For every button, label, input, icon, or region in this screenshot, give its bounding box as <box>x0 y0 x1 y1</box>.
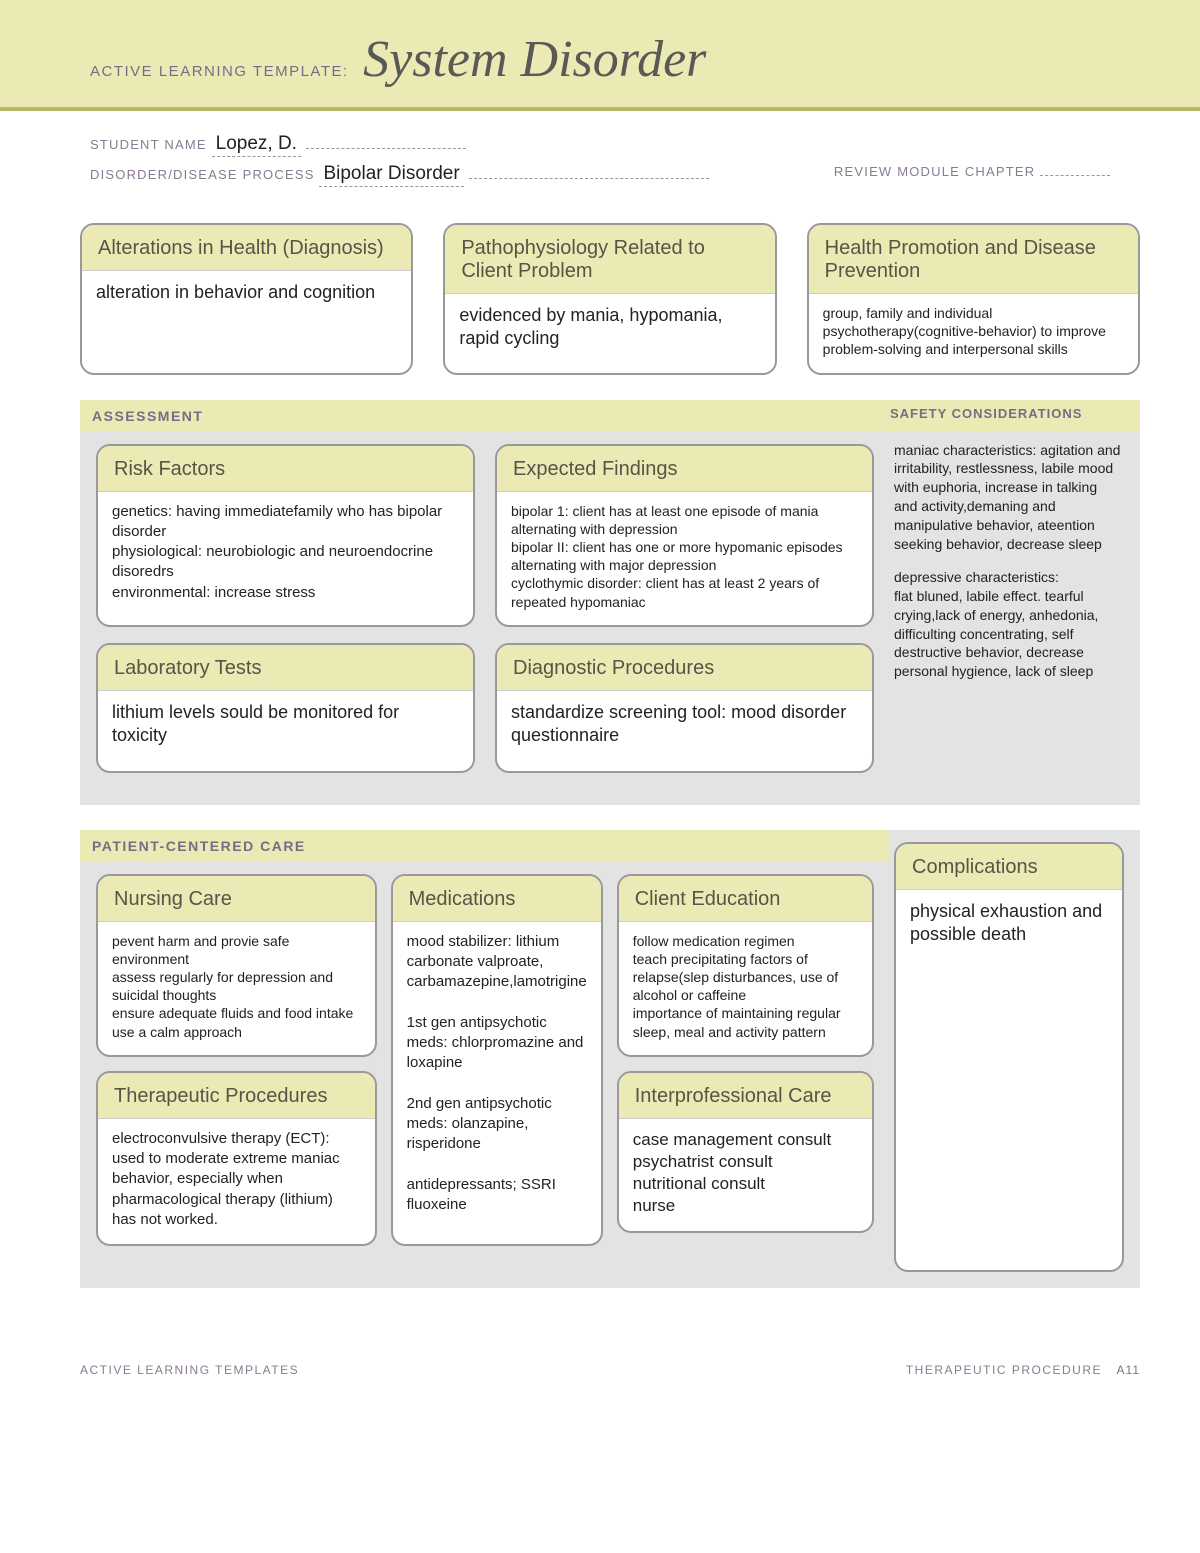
student-label: STUDENT NAME <box>90 137 207 152</box>
review-blank <box>1040 163 1110 176</box>
student-name-value: Lopez, D. <box>212 133 301 157</box>
nursing-card: Nursing Care pevent harm and provie safe… <box>96 874 377 1057</box>
pcc-col-3: Client Education follow medication regim… <box>617 874 874 1246</box>
diag-body: standardize screening tool: mood disorde… <box>497 691 872 762</box>
lab-title: Laboratory Tests <box>98 645 473 691</box>
complications-side: Complications physical exhaustion and po… <box>894 842 1124 1272</box>
assessment-section: ASSESSMENT Risk Factors genetics: having… <box>80 400 1140 805</box>
review-label: REVIEW MODULE CHAPTER <box>834 164 1035 179</box>
template-title: System Disorder <box>363 30 706 89</box>
pcc-section: PATIENT-CENTERED CARE Nursing Care peven… <box>80 830 1140 1288</box>
footer-right: THERAPEUTIC PROCEDURE A11 <box>906 1363 1140 1377</box>
pcc-col-1: Nursing Care pevent harm and provie safe… <box>96 874 377 1246</box>
disorder-label: DISORDER/DISEASE PROCESS <box>90 167 315 182</box>
expected-findings-card: Expected Findings bipolar 1: client has … <box>495 444 874 627</box>
pcc-col-2: Medications mood stabilizer: lithium car… <box>391 874 603 1246</box>
expected-title: Expected Findings <box>497 446 872 492</box>
alterations-body: alteration in behavior and cognition <box>82 271 411 318</box>
pcc-heading: PATIENT-CENTERED CARE <box>80 830 890 862</box>
interprof-card: Interprofessional Care case management c… <box>617 1071 874 1233</box>
disorder-row: DISORDER/DISEASE PROCESS Bipolar Disorde… <box>90 163 1110 185</box>
education-title: Client Education <box>619 876 872 922</box>
nursing-title: Nursing Care <box>98 876 375 922</box>
meta-section: STUDENT NAME Lopez, D. DISORDER/DISEASE … <box>0 111 1200 203</box>
risk-title: Risk Factors <box>98 446 473 492</box>
diag-title: Diagnostic Procedures <box>497 645 872 691</box>
template-prefix: ACTIVE LEARNING TEMPLATE: <box>90 63 349 80</box>
page-root: ACTIVE LEARNING TEMPLATE: System Disorde… <box>0 0 1200 1427</box>
complications-card: Complications physical exhaustion and po… <box>894 842 1124 1272</box>
safety-p1: maniac characteristics: agitation and ir… <box>894 441 1124 554</box>
health-promo-card: Health Promotion and Disease Prevention … <box>807 223 1140 375</box>
diagnostic-card: Diagnostic Procedures standardize screen… <box>495 643 874 773</box>
pcc-main: PATIENT-CENTERED CARE Nursing Care peven… <box>96 842 874 1272</box>
safety-side: SAFETY CONSIDERATIONS maniac characteris… <box>894 412 1124 789</box>
interprof-title: Interprofessional Care <box>619 1073 872 1119</box>
assessment-row-1: Risk Factors genetics: having immediatef… <box>96 444 874 627</box>
therapeutic-card: Therapeutic Procedures electroconvulsive… <box>96 1071 377 1246</box>
assessment-heading: ASSESSMENT <box>80 400 890 432</box>
alterations-card: Alterations in Health (Diagnosis) altera… <box>80 223 413 375</box>
student-blank <box>306 135 466 149</box>
page-footer: ACTIVE LEARNING TEMPLATES THERAPEUTIC PR… <box>0 1323 1200 1397</box>
patho-body: evidenced by mania, hypomania, rapid cyc… <box>445 294 774 365</box>
safety-heading: SAFETY CONSIDERATIONS <box>878 400 1140 431</box>
health-promo-body: group, family and individual psychothera… <box>809 294 1138 373</box>
patho-card: Pathophysiology Related to Client Proble… <box>443 223 776 375</box>
student-row: STUDENT NAME Lopez, D. <box>90 133 1110 155</box>
safety-p2: depressive characteristics: flat bluned,… <box>894 568 1124 681</box>
title-banner: ACTIVE LEARNING TEMPLATE: System Disorde… <box>0 0 1200 111</box>
assessment-row-2: Laboratory Tests lithium levels sould be… <box>96 643 874 773</box>
education-card: Client Education follow medication regim… <box>617 874 874 1057</box>
complications-title: Complications <box>896 844 1122 890</box>
risk-body: genetics: having immediatefamily who has… <box>98 492 473 617</box>
disorder-blank <box>469 165 709 179</box>
interprof-body: case management consult psychatrist cons… <box>619 1119 872 1231</box>
lab-body: lithium levels sould be monitored for to… <box>98 691 473 762</box>
expected-body: bipolar 1: client has at least one episo… <box>497 492 872 625</box>
complications-body: physical exhaustion and possible death <box>896 890 1122 961</box>
lab-tests-card: Laboratory Tests lithium levels sould be… <box>96 643 475 773</box>
medications-card: Medications mood stabilizer: lithium car… <box>391 874 603 1246</box>
health-promo-title: Health Promotion and Disease Prevention <box>809 225 1138 294</box>
footer-page: A11 <box>1117 1363 1140 1377</box>
footer-right-label: THERAPEUTIC PROCEDURE <box>906 1363 1102 1377</box>
therapeutic-body: electroconvulsive therapy (ECT): used to… <box>98 1119 375 1244</box>
review-chapter: REVIEW MODULE CHAPTER <box>834 163 1110 179</box>
top-card-row: Alterations in Health (Diagnosis) altera… <box>80 223 1140 375</box>
therapeutic-title: Therapeutic Procedures <box>98 1073 375 1119</box>
meds-title: Medications <box>393 876 601 922</box>
footer-left: ACTIVE LEARNING TEMPLATES <box>80 1363 299 1377</box>
risk-factors-card: Risk Factors genetics: having immediatef… <box>96 444 475 627</box>
assessment-main: ASSESSMENT Risk Factors genetics: having… <box>96 412 874 789</box>
alterations-title: Alterations in Health (Diagnosis) <box>82 225 411 271</box>
disorder-value: Bipolar Disorder <box>319 163 463 187</box>
patho-title: Pathophysiology Related to Client Proble… <box>445 225 774 294</box>
content-area: Alterations in Health (Diagnosis) altera… <box>0 203 1200 1323</box>
safety-text: maniac characteristics: agitation and ir… <box>894 441 1124 682</box>
meds-body: mood stabilizer: lithium carbonate valpr… <box>393 922 601 1230</box>
education-body: follow medication regimen teach precipit… <box>619 922 872 1055</box>
pcc-grid: Nursing Care pevent harm and provie safe… <box>96 874 874 1246</box>
nursing-body: pevent harm and provie safe environment … <box>98 922 375 1055</box>
